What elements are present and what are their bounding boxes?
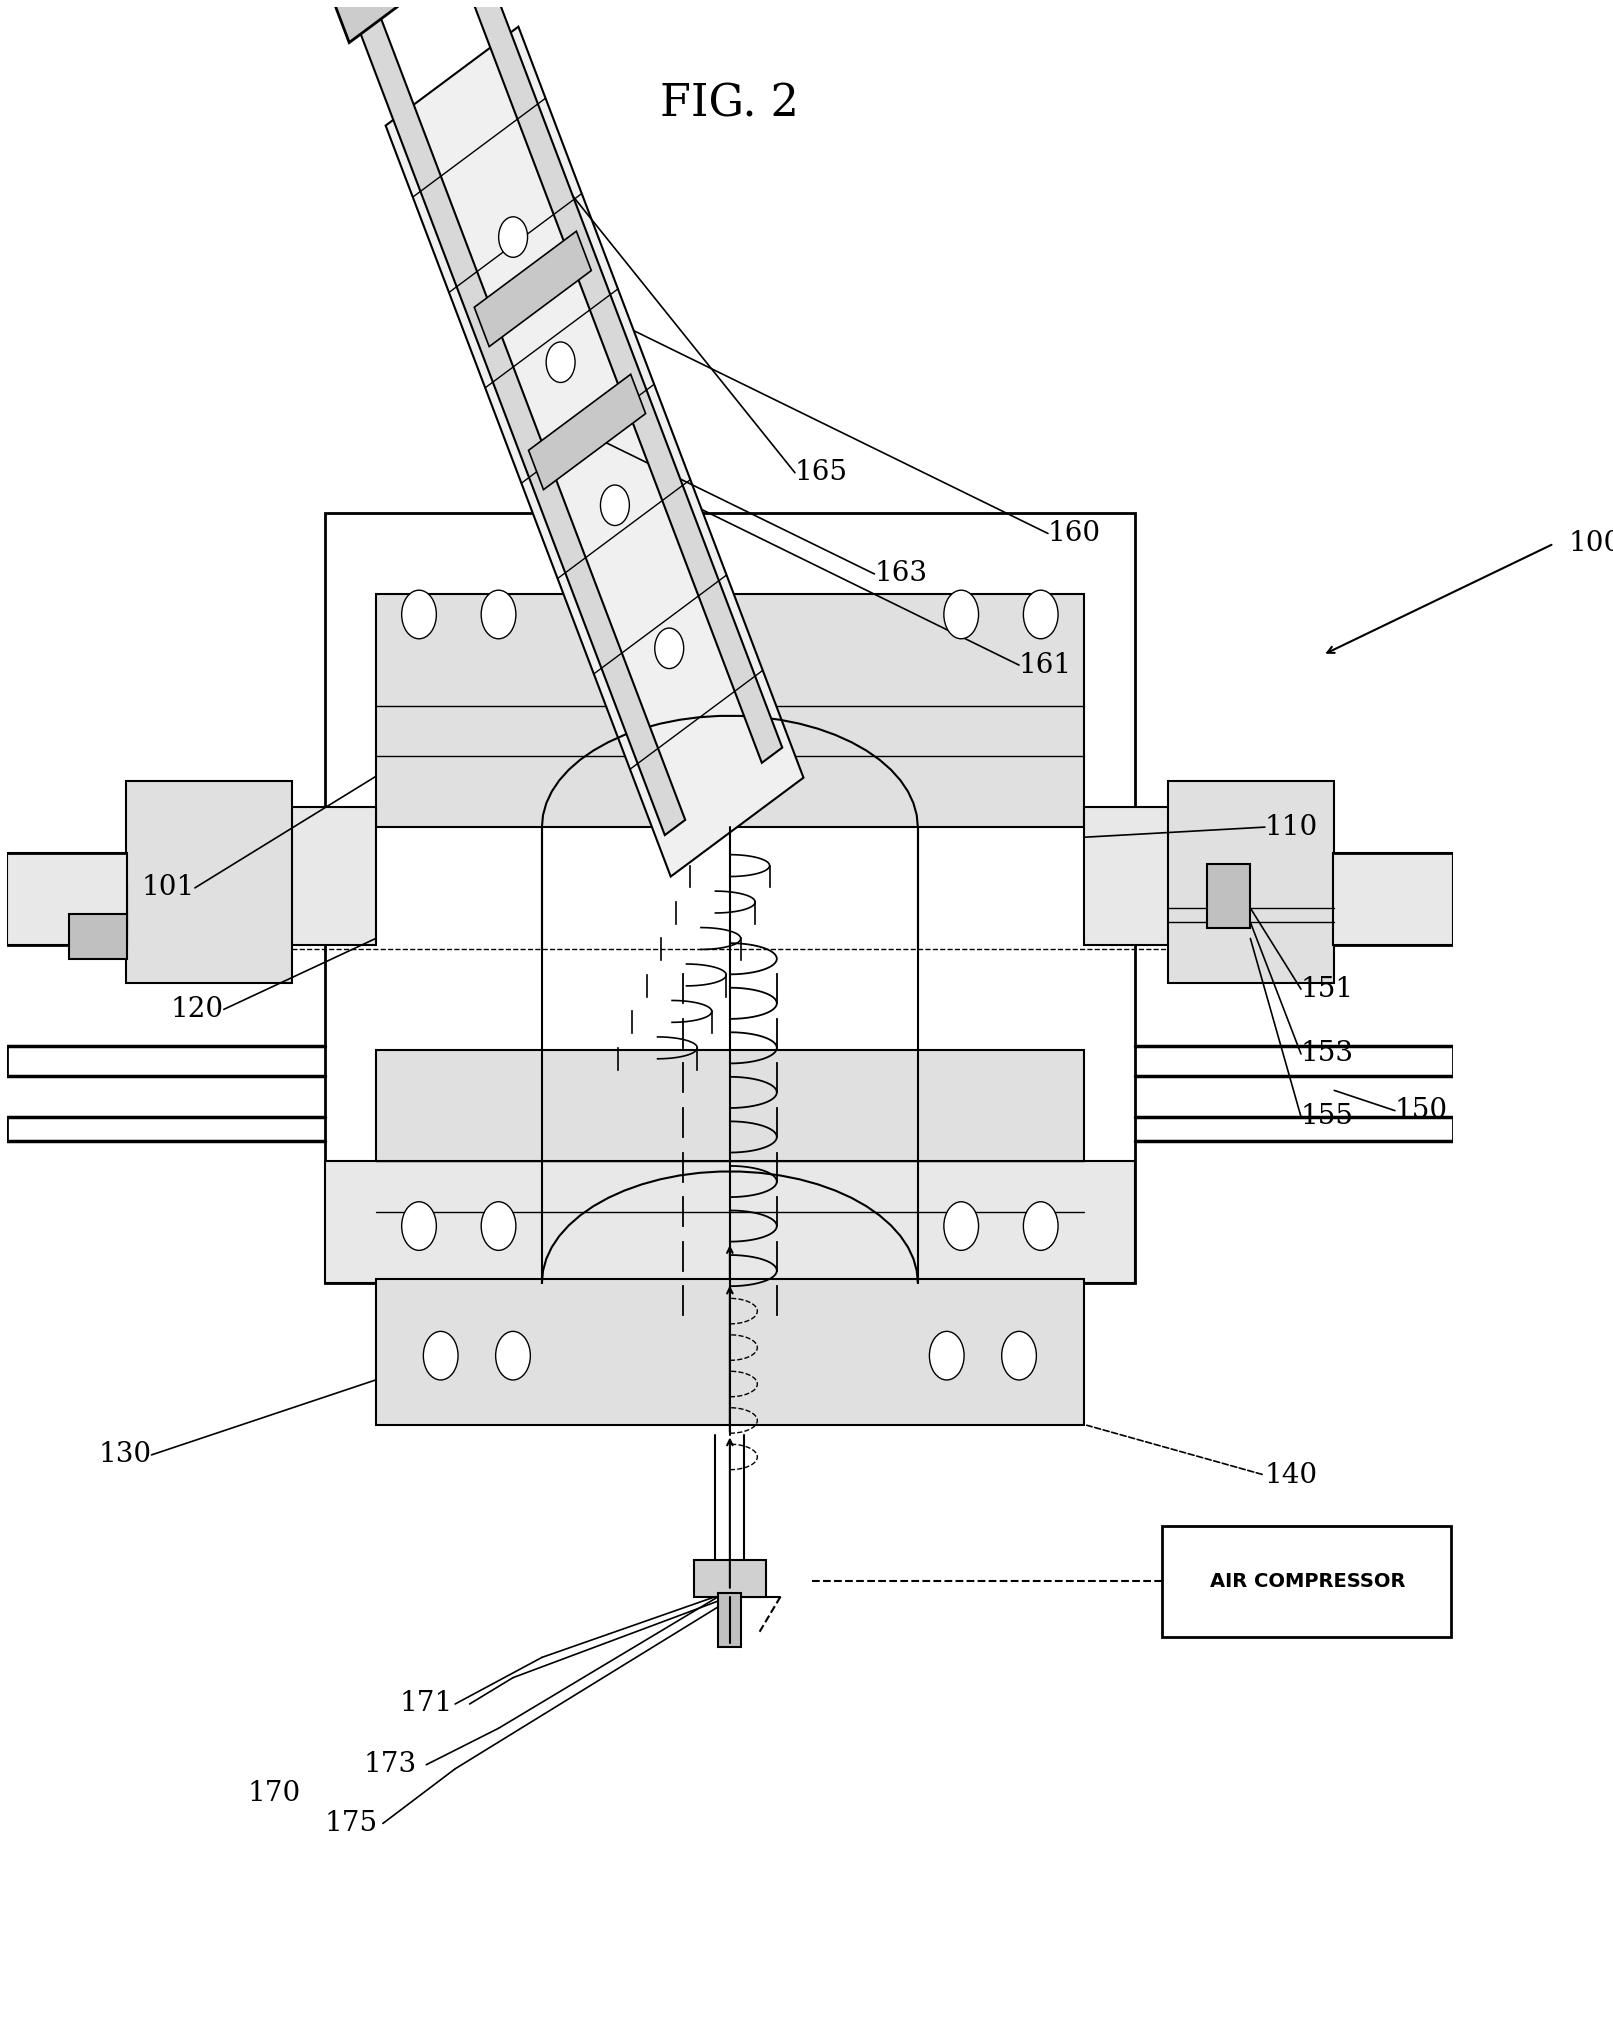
Circle shape (498, 216, 527, 257)
Text: 165: 165 (795, 459, 848, 485)
Polygon shape (386, 27, 803, 877)
Polygon shape (474, 230, 592, 347)
Circle shape (944, 1201, 979, 1250)
Text: 151: 151 (1302, 975, 1353, 1003)
Circle shape (944, 589, 979, 638)
Text: FIG. 2: FIG. 2 (660, 82, 800, 126)
Polygon shape (529, 375, 645, 489)
Bar (376, 1050, 1084, 1283)
Text: 161: 161 (1019, 652, 1073, 679)
Text: 101: 101 (142, 875, 195, 901)
Bar (1163, 1525, 1452, 1637)
Bar (1168, 781, 1334, 983)
Bar (326, 514, 1134, 1283)
Text: AIR COMPRESSOR: AIR COMPRESSOR (1210, 1572, 1407, 1590)
Circle shape (495, 1331, 531, 1380)
Text: 173: 173 (363, 1752, 416, 1778)
Circle shape (547, 343, 576, 383)
Circle shape (655, 628, 684, 669)
Circle shape (402, 1201, 437, 1250)
Circle shape (600, 485, 629, 526)
Bar (6, 883, 127, 928)
Circle shape (423, 1331, 458, 1380)
Circle shape (402, 589, 437, 638)
Text: 150: 150 (1395, 1097, 1448, 1123)
Bar (1207, 865, 1250, 928)
Polygon shape (450, 0, 782, 763)
Text: 171: 171 (400, 1690, 453, 1717)
Circle shape (1023, 1201, 1058, 1250)
Polygon shape (353, 0, 686, 836)
Bar (126, 781, 292, 983)
Bar (376, 593, 1084, 828)
Text: 170: 170 (248, 1780, 302, 1807)
Bar (1332, 854, 1453, 944)
Text: 100: 100 (1568, 530, 1613, 557)
Bar (1084, 807, 1171, 944)
Bar (718, 1592, 742, 1648)
Bar (289, 807, 376, 944)
Bar (326, 1162, 1134, 1283)
Circle shape (1023, 589, 1058, 638)
Circle shape (1002, 1331, 1037, 1380)
Text: 120: 120 (171, 995, 224, 1024)
Polygon shape (326, 0, 490, 43)
Text: 160: 160 (1048, 520, 1102, 546)
Bar (694, 1560, 766, 1597)
Circle shape (929, 1331, 965, 1380)
Text: 130: 130 (98, 1442, 152, 1468)
Text: 163: 163 (874, 561, 927, 587)
Text: 110: 110 (1265, 814, 1318, 840)
Text: 153: 153 (1302, 1040, 1353, 1068)
Circle shape (481, 1201, 516, 1250)
Bar (6, 854, 127, 944)
Circle shape (481, 589, 516, 638)
Text: 175: 175 (324, 1811, 377, 1837)
Text: 155: 155 (1302, 1103, 1353, 1130)
Text: 140: 140 (1265, 1462, 1318, 1488)
Bar (69, 913, 127, 958)
Bar (376, 1278, 1084, 1425)
